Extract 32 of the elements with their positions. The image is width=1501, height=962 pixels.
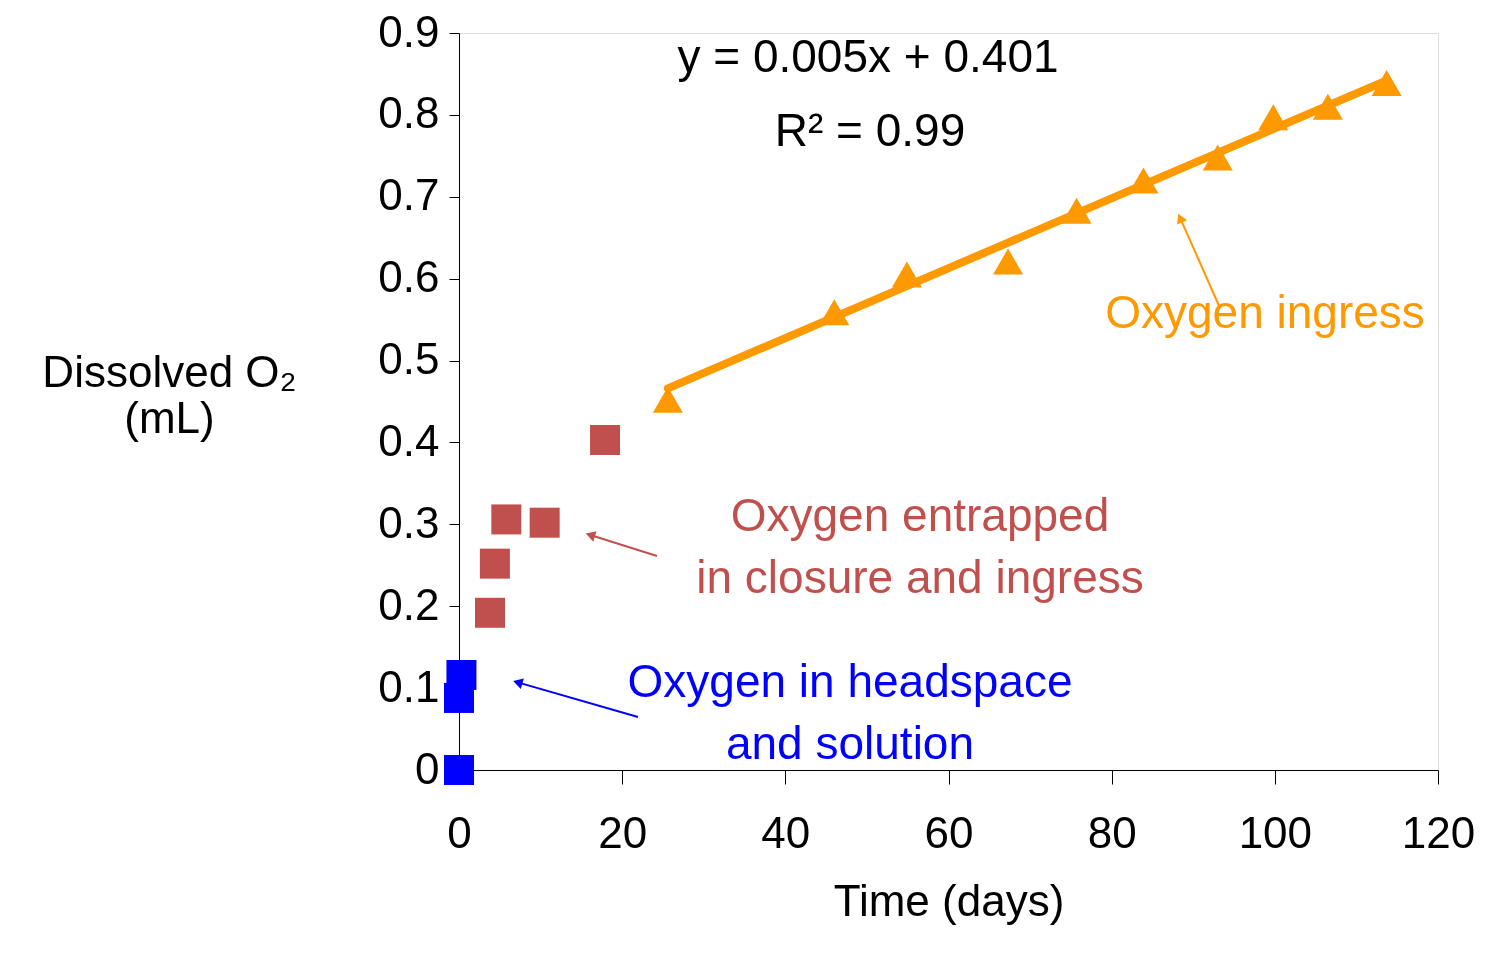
- y-axis-title: Dissolved O₂ (mL): [42, 346, 297, 442]
- y-tick-label: 0.9: [378, 6, 440, 56]
- x-tick-label: 100: [1238, 807, 1313, 857]
- annotation: R² = 0.99: [774, 104, 966, 156]
- y-tick-label: 0.6: [378, 252, 440, 302]
- point: [993, 248, 1024, 275]
- annotation: Oxygen entrapped in closure and ingress: [696, 489, 1144, 603]
- point: [446, 660, 477, 691]
- point: [491, 504, 522, 535]
- point: [529, 507, 560, 538]
- x-axis-title: Time (days): [833, 875, 1065, 925]
- x-tick-label: 80: [1087, 807, 1137, 857]
- y-tick-label: 0.4: [378, 415, 440, 465]
- x-tick-label: 40: [761, 807, 811, 857]
- x-tick-label: 0: [447, 807, 472, 857]
- y-tick-label: 0.3: [378, 497, 440, 547]
- x-tick-label: 120: [1401, 807, 1476, 857]
- annotation: Oxygen in headspace and solution: [627, 655, 1073, 769]
- point: [475, 597, 505, 628]
- annotation: y = 0.005x + 0.401: [677, 30, 1059, 82]
- y-tick-label: 0.8: [378, 88, 440, 138]
- y-tick-label: 0.5: [378, 334, 440, 384]
- x-tick-label: 20: [598, 807, 648, 857]
- y-tick-label: 0: [415, 743, 440, 793]
- y-tick-label: 0.1: [378, 661, 440, 711]
- annotation: Oxygen ingress: [1105, 286, 1425, 338]
- y-tick-label: 0.7: [378, 170, 440, 220]
- point: [444, 755, 474, 785]
- x-tick-label: 60: [924, 807, 974, 857]
- point: [479, 548, 510, 579]
- y-tick-label: 0.2: [378, 579, 440, 629]
- point: [590, 424, 621, 455]
